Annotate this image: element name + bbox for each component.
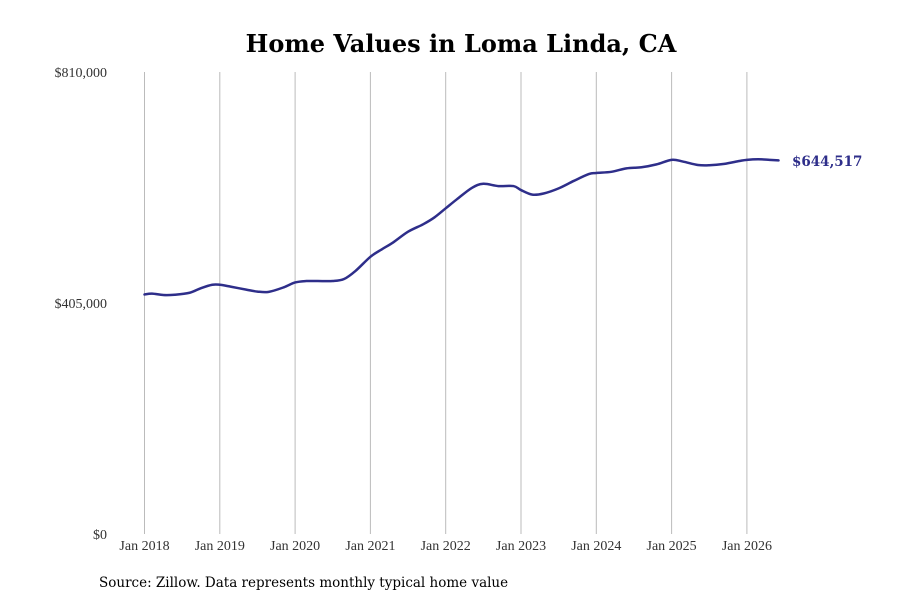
x-tick-label: Jan 2019 [195,539,245,554]
x-tick-label: Jan 2018 [119,539,169,554]
y-tick-label: $0 [93,528,107,543]
x-tick-label: Jan 2020 [270,539,320,554]
y-tick-label: $810,000 [55,66,108,81]
chart-title: Home Values in Loma Linda, CA [246,29,677,58]
x-axis-ticks: Jan 2018 Jan 2019 Jan 2020 Jan 2021 Jan 2022… [119,539,772,554]
series-group [143,158,780,297]
source-note: Source: Zillow. Data represents monthly … [99,575,508,591]
y-axis-ticks: $0 $405,000 $810,000 [55,66,108,543]
x-tick-label: Jan 2021 [345,539,395,554]
y-tick-label: $405,000 [55,297,108,312]
x-tick-label: Jan 2023 [496,539,546,554]
home-value-line [143,158,780,297]
x-tick-label: Jan 2024 [571,539,621,554]
x-tick-label: Jan 2026 [722,539,772,554]
x-gridlines [144,72,748,534]
x-tick-label: Jan 2025 [647,539,697,554]
end-value-label: $644,517 [792,154,862,170]
x-tick-label: Jan 2022 [421,539,471,554]
